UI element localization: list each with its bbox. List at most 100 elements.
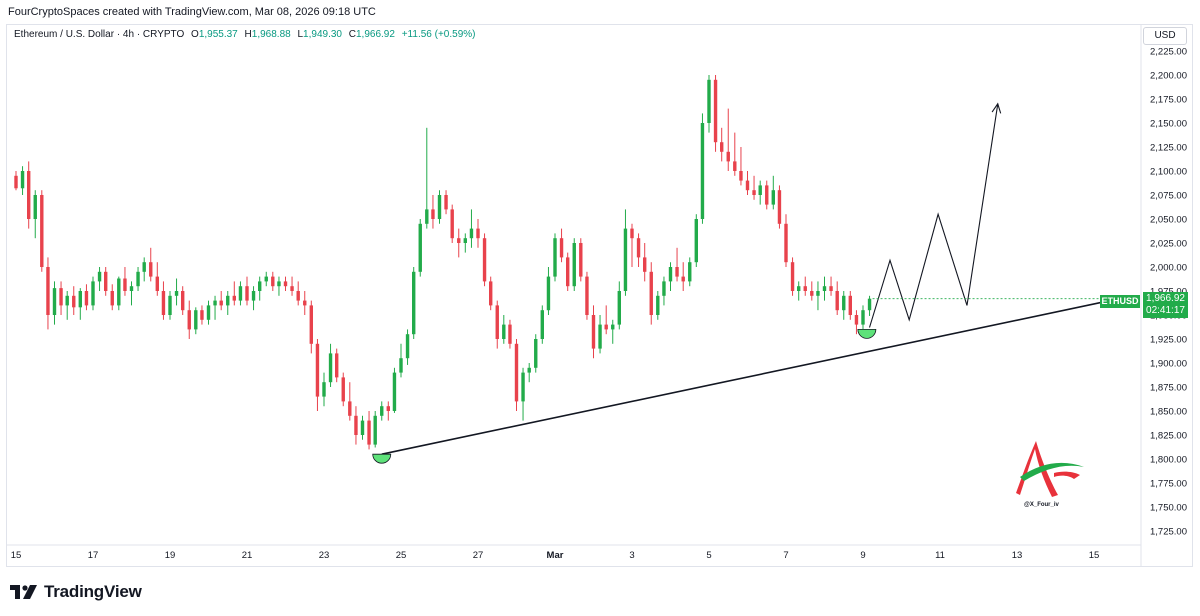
candle-body-down [315,343,320,397]
candle-body-down [649,271,653,315]
candle-body-up [174,291,179,296]
candle-body-down [59,288,63,306]
candle-body-up [822,286,827,291]
candle-body-down [290,286,294,291]
candle-body-up [527,367,531,373]
high-value: 1,968.88 [251,29,291,40]
candle-body-up [662,281,666,296]
candle-body-down [508,324,512,344]
high-label: H [244,29,252,40]
symbol-title: Ethereum / U.S. Dollar · 4h · CRYPTO [14,29,185,40]
candle-body-down [444,195,448,210]
candle-body-down [283,281,288,287]
x-tick-label: 27 [473,550,484,561]
y-tick-label: 2,150.00 [1150,119,1187,130]
footer-brand-text: TradingView [44,582,142,601]
currency-button[interactable]: USD [1143,27,1187,45]
candle-body-down [309,305,313,344]
candle-body-up [553,238,557,277]
y-tick-label: 1,775.00 [1150,479,1187,490]
candle-body-up [65,295,69,306]
x-tick-label: 11 [935,550,945,561]
candle-body-up [617,291,621,325]
candle-body-up [469,228,474,239]
y-tick-label: 1,750.00 [1150,503,1187,514]
candle-body-down [854,315,859,325]
candle-body-up [842,295,846,311]
candle-body-up [668,267,673,282]
candle-body-down [630,228,634,239]
candle-body-up [771,190,775,205]
candle-body-up [117,278,121,306]
candle-body-down [187,310,191,330]
candle-body-up [861,310,865,325]
y-tick-label: 2,075.00 [1150,191,1187,202]
candle-body-down [752,190,756,195]
candle-body-down [810,291,814,296]
price-tag-box: 1,966.92 02:41:17 [1143,292,1188,318]
candle-body-up [867,298,872,311]
candle-body-up [194,310,198,330]
candle-body-up [521,372,525,402]
y-tick-label: 1,875.00 [1150,383,1187,394]
x-tick-label: 25 [396,550,407,561]
candle-body-up [328,353,333,383]
candle-body-up [399,358,403,373]
change-value: +11.56 (+0.59%) [401,29,476,40]
candle-body-down [219,300,223,306]
candle-body-up [97,271,102,282]
candle-body-down [482,238,487,282]
x-tick-label: 13 [1012,550,1023,561]
last-price-tag: ETHUSD 1,966.92 02:41:17 [1100,292,1188,318]
candle-body-down [341,377,345,402]
candle-body-up [707,79,711,123]
x-tick-label: Mar [547,550,564,561]
candle-body-down [200,310,204,320]
price-tag-symbol: ETHUSD [1100,295,1140,308]
candle-body-down [636,238,641,258]
candle-body-up [611,324,615,330]
candle-body-down [495,305,499,339]
tradingview-logo-icon [10,585,37,599]
candle-body-down [585,276,589,315]
candle-body-down [726,151,730,162]
y-tick-label: 2,050.00 [1150,215,1187,226]
candle-body-down [848,295,852,315]
candle-body-down [155,276,159,291]
candle-body-up [418,223,422,272]
candle-body-down [566,257,570,287]
low-value: 1,949.30 [303,29,342,40]
close-label: C [348,29,356,40]
candle-body-down [450,209,454,239]
candle-body-up [412,271,416,335]
candle-body-up [688,262,692,282]
open-label: O [191,29,199,40]
projected-arrow-head [991,102,1002,114]
attribution-header: FourCryptoSpaces created with TradingVie… [8,6,376,18]
candle-body-down [489,281,493,306]
candle-body-up [78,291,82,308]
candle-body-up [797,286,801,291]
footer-brand[interactable]: TradingView [10,581,142,603]
candle-body-down [675,267,679,277]
candle-body-up [540,310,544,339]
candle-body-down [431,209,435,219]
candle-body-up [277,281,281,287]
candle-body-down [829,286,833,291]
x-tick-label: 5 [706,550,711,561]
candle-body-up [91,281,95,306]
candle-body-up [546,276,551,311]
candle-body-down [161,291,166,315]
x-tick-label: 23 [319,550,330,561]
candle-body-down [181,291,185,311]
candle-body-up [694,219,698,263]
x-tick-label: 19 [165,550,176,561]
candle-body-down [765,185,769,205]
candle-body-down [739,171,743,181]
candle-body-up [206,305,211,320]
candle-body-down [790,262,795,291]
candle-body-down [149,262,153,277]
candle-body-down [591,315,596,349]
x-tick-label: 15 [11,550,22,561]
